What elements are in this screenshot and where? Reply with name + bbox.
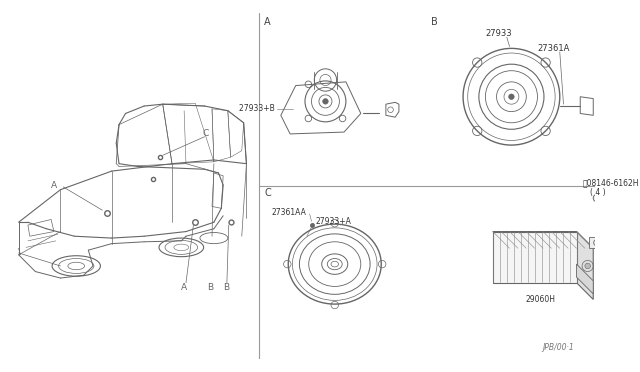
Text: JPB/00·1: JPB/00·1 bbox=[542, 343, 574, 352]
Text: 27361A: 27361A bbox=[538, 44, 570, 53]
Text: A: A bbox=[181, 283, 188, 292]
Text: C: C bbox=[264, 189, 271, 198]
Text: 27933: 27933 bbox=[485, 29, 512, 38]
Text: 29060H: 29060H bbox=[525, 295, 556, 304]
Text: B: B bbox=[223, 283, 229, 292]
Polygon shape bbox=[493, 231, 577, 283]
Circle shape bbox=[509, 94, 514, 100]
Text: ( 4 ): ( 4 ) bbox=[589, 188, 605, 197]
Text: A: A bbox=[264, 17, 271, 28]
Circle shape bbox=[595, 196, 599, 200]
Text: Ⓑ08146-6162H: Ⓑ08146-6162H bbox=[583, 179, 639, 188]
Text: B: B bbox=[207, 283, 214, 292]
Polygon shape bbox=[577, 264, 593, 294]
Polygon shape bbox=[493, 231, 593, 248]
Text: B: B bbox=[431, 17, 438, 28]
Text: 27933+A: 27933+A bbox=[316, 217, 351, 226]
Polygon shape bbox=[589, 237, 604, 248]
Text: C: C bbox=[203, 129, 209, 138]
Text: A: A bbox=[51, 180, 57, 190]
Circle shape bbox=[585, 263, 591, 269]
Text: 27933+B: 27933+B bbox=[239, 104, 277, 113]
Circle shape bbox=[323, 99, 328, 104]
Text: 27361AA: 27361AA bbox=[271, 208, 306, 217]
Polygon shape bbox=[577, 231, 593, 299]
